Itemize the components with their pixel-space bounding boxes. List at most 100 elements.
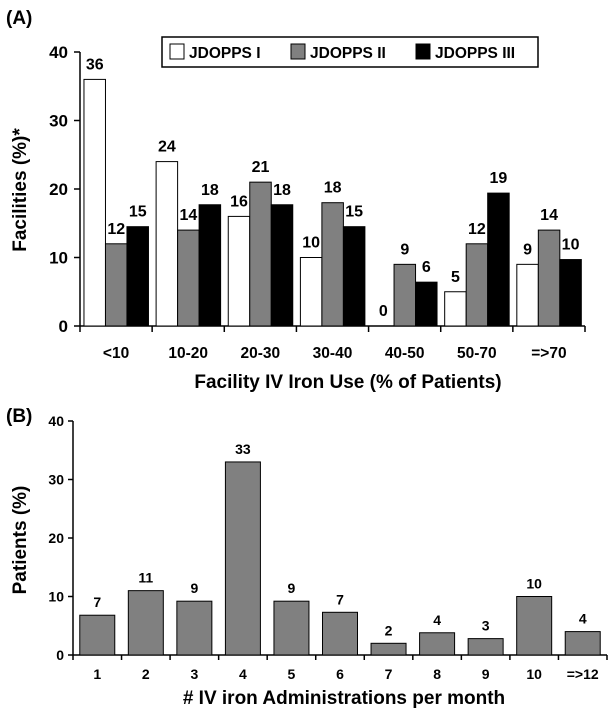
bar-3 [176, 600, 213, 656]
legend-swatch-jdopps-1 [169, 43, 185, 60]
x-tick-label-6: 6 [336, 666, 344, 682]
y-tick-label: 30 [48, 472, 64, 488]
data-label-jdopps-ii-70: 14 [540, 207, 558, 224]
bar-jdopps-ii-10 [104, 243, 128, 327]
data-label-12: 4 [579, 611, 587, 627]
y-tick-label: 0 [56, 647, 64, 663]
data-label-6: 7 [336, 591, 344, 607]
panel-a-legend: JDOPPS I JDOPPS II JDOPPS III [161, 36, 539, 68]
legend-label-jdopps-2: JDOPPS II [310, 45, 386, 62]
y-tick-label: 40 [48, 413, 64, 429]
bar-7 [370, 642, 407, 656]
bar-2 [127, 590, 164, 656]
data-label-8: 4 [433, 612, 441, 628]
data-label-1: 7 [93, 594, 101, 610]
data-label-jdopps-i-10: 36 [86, 56, 104, 73]
x-tick-label-5: 5 [288, 666, 296, 682]
data-label-jdopps-ii-50-70: 12 [468, 221, 486, 238]
x-tick-label-8: 8 [433, 666, 441, 682]
x-tick-label-1: 1 [93, 666, 101, 682]
data-label-7: 2 [385, 622, 393, 638]
bar-jdopps-iii-30-40 [342, 226, 366, 327]
bar-jdopps-i-30-40 [299, 257, 323, 327]
panel-a-plot: 0 10 20 30 40 <10 10-20 20-30 30-40 40-50 50-70 =>7… [49, 43, 586, 362]
data-label-jdopps-i-70: 9 [523, 241, 532, 258]
data-label-jdopps-i-30-40: 10 [302, 235, 320, 252]
data-label-jdopps-iii-30-40: 15 [345, 204, 363, 221]
data-label-jdopps-i-20-30: 16 [230, 193, 248, 210]
x-tick-label-12: =>12 [567, 666, 599, 682]
y-tick-label: 10 [49, 249, 68, 268]
x-tick-label-10: 10 [526, 666, 542, 682]
data-label-jdopps-iii-70: 10 [562, 237, 580, 254]
data-label-4: 33 [235, 441, 251, 457]
bar-jdopps-iii-50-70 [487, 192, 510, 327]
bar-jdopps-iii-40-50 [415, 281, 438, 327]
bar-jdopps-i-20-30 [227, 215, 251, 327]
data-label-jdopps-ii-30-40: 18 [324, 180, 342, 197]
bar-jdopps-ii-10-20 [177, 229, 200, 327]
x-tick-label-10: <10 [103, 345, 129, 362]
bar-5 [273, 600, 310, 656]
y-tick-label: 20 [49, 180, 68, 199]
bar-jdopps-ii-40-50 [393, 263, 417, 327]
bar-jdopps-iii-20-30 [270, 204, 294, 327]
data-label-jdopps-i-10-20: 24 [158, 139, 176, 156]
panel-a-x-axis-label: Facility IV Iron Use (% of Patients) [194, 372, 501, 393]
data-label-2: 11 [138, 570, 153, 586]
bar-jdopps-iii-70 [559, 259, 582, 327]
bar-jdopps-ii-70 [537, 229, 561, 327]
legend-swatch-jdopps-2 [290, 43, 306, 60]
bar-jdopps-ii-50-70 [465, 243, 489, 327]
x-tick-label-7: 7 [385, 666, 393, 682]
data-label-jdopps-ii-10-20: 14 [179, 207, 197, 224]
data-label-3: 9 [190, 580, 198, 596]
data-label-jdopps-i-40-50: 0 [379, 303, 388, 320]
data-label-10: 10 [526, 576, 542, 592]
y-tick-label: 40 [49, 43, 68, 62]
data-label-jdopps-ii-10: 12 [107, 221, 125, 238]
bar-jdopps-iii-10 [126, 226, 149, 327]
bar-8 [419, 632, 456, 656]
data-label-jdopps-ii-20-30: 21 [252, 159, 270, 176]
bar-1 [79, 614, 116, 656]
bar-jdopps-ii-20-30 [249, 181, 272, 327]
panel-a-y-axis-label: Facilities (%)* [10, 128, 31, 252]
x-tick-label-40-50: 40-50 [385, 345, 425, 362]
bar-jdopps-i-70 [516, 263, 539, 327]
bar-jdopps-ii-30-40 [321, 202, 344, 327]
x-tick-label-50-70: 50-70 [457, 345, 497, 362]
data-label-jdopps-iii-20-30: 18 [273, 182, 291, 199]
x-tick-label-30-40: 30-40 [313, 345, 353, 362]
data-label-jdopps-iii-50-70: 19 [490, 170, 508, 187]
legend-frame [161, 36, 539, 68]
y-tick-label: 0 [59, 317, 68, 336]
y-tick-label: 10 [48, 589, 64, 605]
bar-12 [564, 631, 601, 656]
x-tick-label-20-30: 20-30 [241, 345, 281, 362]
data-label-jdopps-i-50-70: 5 [451, 269, 460, 286]
data-label-jdopps-ii-40-50: 9 [400, 241, 409, 258]
bar-jdopps-i-10 [83, 78, 106, 327]
bar-jdopps-i-50-70 [444, 291, 467, 327]
bar-4 [224, 461, 261, 656]
data-label-jdopps-iii-40-50: 6 [422, 259, 431, 276]
bar-jdopps-iii-10-20 [198, 204, 222, 327]
data-label-jdopps-iii-10-20: 18 [201, 182, 219, 199]
legend-swatch-jdopps-3 [415, 43, 431, 60]
bar-9 [467, 638, 504, 656]
x-tick-label-70: =>70 [531, 345, 566, 362]
bar-jdopps-i-10-20 [155, 161, 179, 327]
data-label-5: 9 [288, 580, 296, 596]
y-tick-label: 30 [49, 112, 68, 131]
panel-b-y-axis-label: Patients (%) [10, 486, 31, 595]
x-tick-label-4: 4 [239, 666, 247, 682]
bar-6 [322, 611, 358, 656]
data-label-9: 3 [482, 618, 490, 634]
legend-label-jdopps-3: JDOPPS III [435, 45, 515, 62]
data-label-jdopps-iii-10: 15 [129, 204, 147, 221]
x-tick-label-3: 3 [190, 666, 198, 682]
bar-10 [516, 596, 553, 656]
